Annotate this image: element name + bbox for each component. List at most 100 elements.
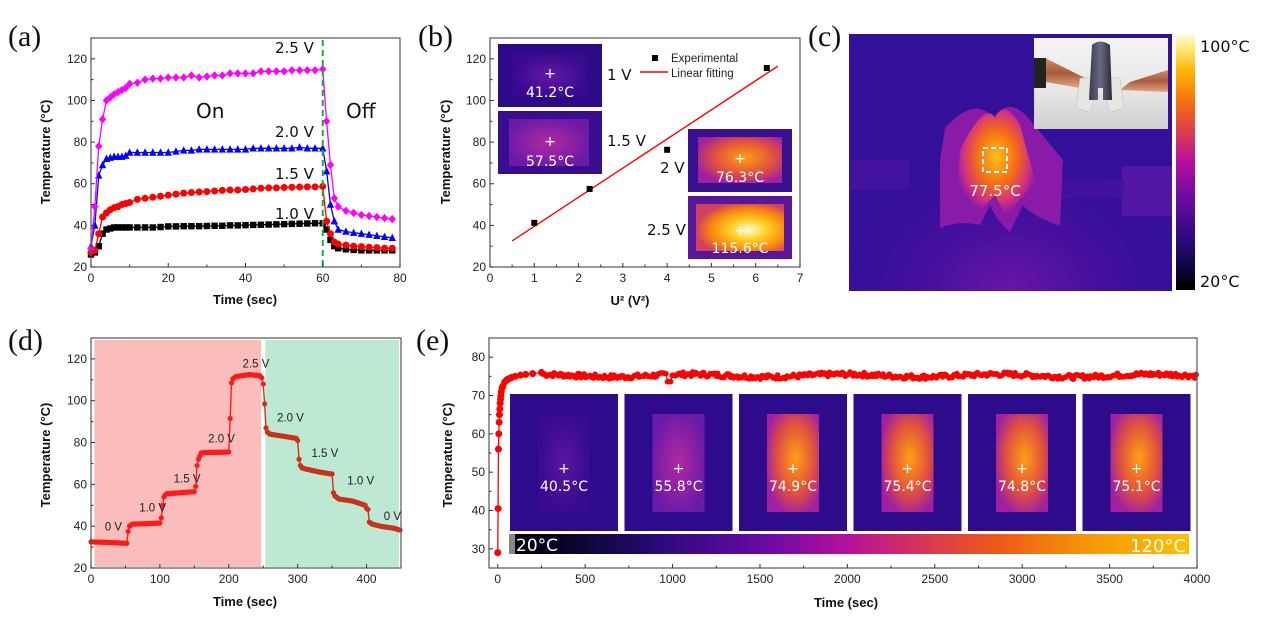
data-point <box>141 224 149 231</box>
b-x-tick-label: 0 <box>487 271 494 285</box>
a-y-tick-label: 80 <box>74 135 88 149</box>
data-point <box>311 66 319 75</box>
data-point <box>228 380 235 386</box>
colorbar-e-min-label: 20°C <box>516 536 558 556</box>
data-point <box>125 528 131 535</box>
data-point <box>195 222 203 230</box>
crosshair-icon: + <box>544 134 556 150</box>
colorbar-e-max-label: 120°C <box>1130 536 1186 557</box>
data-point <box>226 186 234 194</box>
crosshair-icon: + <box>558 461 570 477</box>
d-y-tick-label: 20 <box>74 561 88 575</box>
right-copper-clip <box>1120 70 1168 92</box>
data-point <box>257 144 265 152</box>
b-x-tick-label: 6 <box>752 271 759 285</box>
data-point <box>157 192 165 200</box>
inset-film <box>767 414 819 512</box>
data-point <box>141 148 149 156</box>
data-point <box>380 232 389 241</box>
data-point <box>350 246 357 254</box>
data-point <box>365 243 373 251</box>
data-point <box>264 144 273 152</box>
data-point <box>495 418 503 426</box>
data-point <box>95 230 103 238</box>
data-point <box>149 74 157 83</box>
data-point <box>180 146 188 154</box>
data-point <box>242 221 249 229</box>
data-point <box>522 370 530 378</box>
inset-temp-2v: 76.3°C <box>716 170 764 186</box>
data-point-experimental <box>664 146 671 153</box>
data-point <box>211 222 218 229</box>
data-point <box>349 228 358 236</box>
data-point <box>218 145 227 153</box>
data-point <box>516 371 524 379</box>
data-point <box>157 223 164 231</box>
series-label-2-5v: 2.5 V <box>275 39 315 57</box>
data-point <box>288 66 296 75</box>
data-point <box>357 243 365 251</box>
data-point <box>388 244 396 252</box>
b-y-tick-label: 80 <box>473 135 487 149</box>
e-x-tick-label: 2000 <box>834 572 861 586</box>
crosshair-icon: + <box>787 461 799 477</box>
panel-label-d: (d) <box>8 324 43 357</box>
measurement-box <box>982 147 1008 173</box>
data-point <box>373 212 381 222</box>
b-x-tick-label: 7 <box>797 271 804 285</box>
colorbar-max-label: 100°C <box>1200 37 1250 56</box>
data-point <box>149 148 157 156</box>
inset-temp-1-5v: 57.5°C <box>526 154 574 170</box>
data-point <box>296 220 303 227</box>
a-x-tick-label: 60 <box>316 271 330 285</box>
data-point <box>342 241 350 249</box>
data-point <box>234 222 241 229</box>
data-point <box>242 186 249 194</box>
data-point <box>141 75 149 84</box>
data-point <box>334 240 342 248</box>
d-y-tick-label: 100 <box>67 394 87 408</box>
bent-film <box>1089 41 1112 100</box>
step-label: 1.5 V <box>174 473 201 485</box>
thermal-inset-1-5v: + 57.5°C <box>498 111 602 174</box>
series-line-25V <box>90 68 393 249</box>
crosshair-icon: + <box>1131 461 1143 477</box>
data-point <box>126 198 134 206</box>
data-point <box>180 73 188 82</box>
data-point <box>272 144 281 152</box>
data-point <box>187 71 196 80</box>
data-point <box>326 200 335 208</box>
a-x-tick-label: 0 <box>88 271 95 285</box>
data-point <box>125 148 134 156</box>
plot-frame-d <box>90 337 402 569</box>
data-point <box>203 72 211 81</box>
data-point <box>203 188 211 196</box>
data-point <box>511 372 519 380</box>
data-point <box>350 242 358 250</box>
data-point <box>122 83 130 93</box>
data-point <box>529 370 537 378</box>
data-point <box>326 160 335 170</box>
annotation-off: Off <box>346 99 377 123</box>
data-point <box>141 194 149 202</box>
data-point <box>241 69 250 78</box>
data-point <box>1193 371 1199 378</box>
data-point <box>373 231 381 239</box>
data-point <box>95 242 102 250</box>
data-point <box>280 220 288 228</box>
legend-b: Experimental Linear fitting <box>640 53 738 80</box>
data-point <box>193 483 199 490</box>
data-point <box>288 183 296 191</box>
data-point <box>272 184 280 192</box>
chart-c-thermal-image: 77.5°C 100°C 20°C <box>849 34 1250 291</box>
b-x-tick-label: 1 <box>531 271 538 285</box>
data-point <box>295 143 304 151</box>
data-point <box>342 227 350 235</box>
inset-film <box>996 414 1048 512</box>
data-point <box>319 144 327 152</box>
data-point <box>218 71 227 80</box>
x-axis-label-d: Time (sec) <box>213 594 277 609</box>
data-point <box>331 242 338 250</box>
e-x-tick-label: 1500 <box>747 572 774 586</box>
